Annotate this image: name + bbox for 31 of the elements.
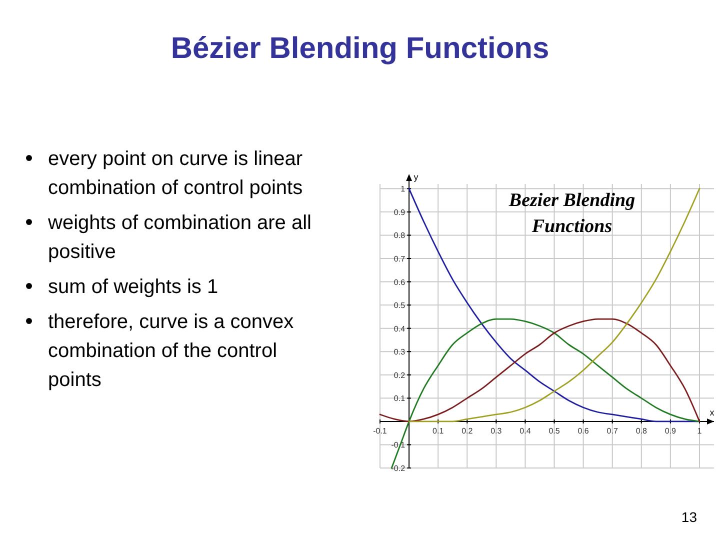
x-tick-label: 0.8 — [636, 426, 648, 436]
x-tick-label: 0.5 — [548, 426, 560, 436]
text: sum of weights is 1 — [48, 276, 218, 298]
chart-title: Bézier Blending Functions — [170, 32, 550, 65]
x-tick-label: 0.1 — [432, 426, 444, 436]
line-series — [379, 318, 700, 422]
x-tick-label: 0.4 — [520, 426, 532, 436]
x-tick-label: 1 — [697, 426, 702, 436]
y-axis-title: y — [414, 172, 419, 182]
text: 13 — [681, 509, 698, 525]
y-tick-label: -0.2 — [391, 464, 406, 473]
y-tick-label: 0.4 — [394, 324, 406, 334]
x-tick-label: 0.3 — [490, 426, 502, 436]
line-series — [408, 188, 700, 422]
y-tick-label: 1 — [400, 184, 406, 194]
x-tick-label: 0.9 — [664, 426, 677, 436]
y-tick-label: 0.7 — [394, 254, 406, 264]
text: therefore, curve is a convex combination of the control points — [48, 311, 294, 391]
y-tick-label: 0.9 — [394, 208, 406, 217]
text: Bezier Blending Functions — [508, 190, 636, 237]
x-axis-title: x — [710, 407, 715, 418]
x-tick-label: 0.6 — [578, 426, 590, 436]
y-tick-label: 0.5 — [394, 301, 406, 310]
y-tick-label: 0.1 — [394, 394, 406, 404]
y-tick-label: 0.2 — [394, 370, 406, 380]
x-tick-label: 0.7 — [606, 426, 618, 436]
y-tick-label: 0.6 — [394, 278, 406, 287]
y-tick-label: 0.3 — [394, 348, 406, 357]
x-tick-label: 0.2 — [462, 426, 474, 436]
x-tick-label: -0.1 — [373, 426, 388, 436]
y-tick-label: 0.8 — [394, 231, 406, 240]
